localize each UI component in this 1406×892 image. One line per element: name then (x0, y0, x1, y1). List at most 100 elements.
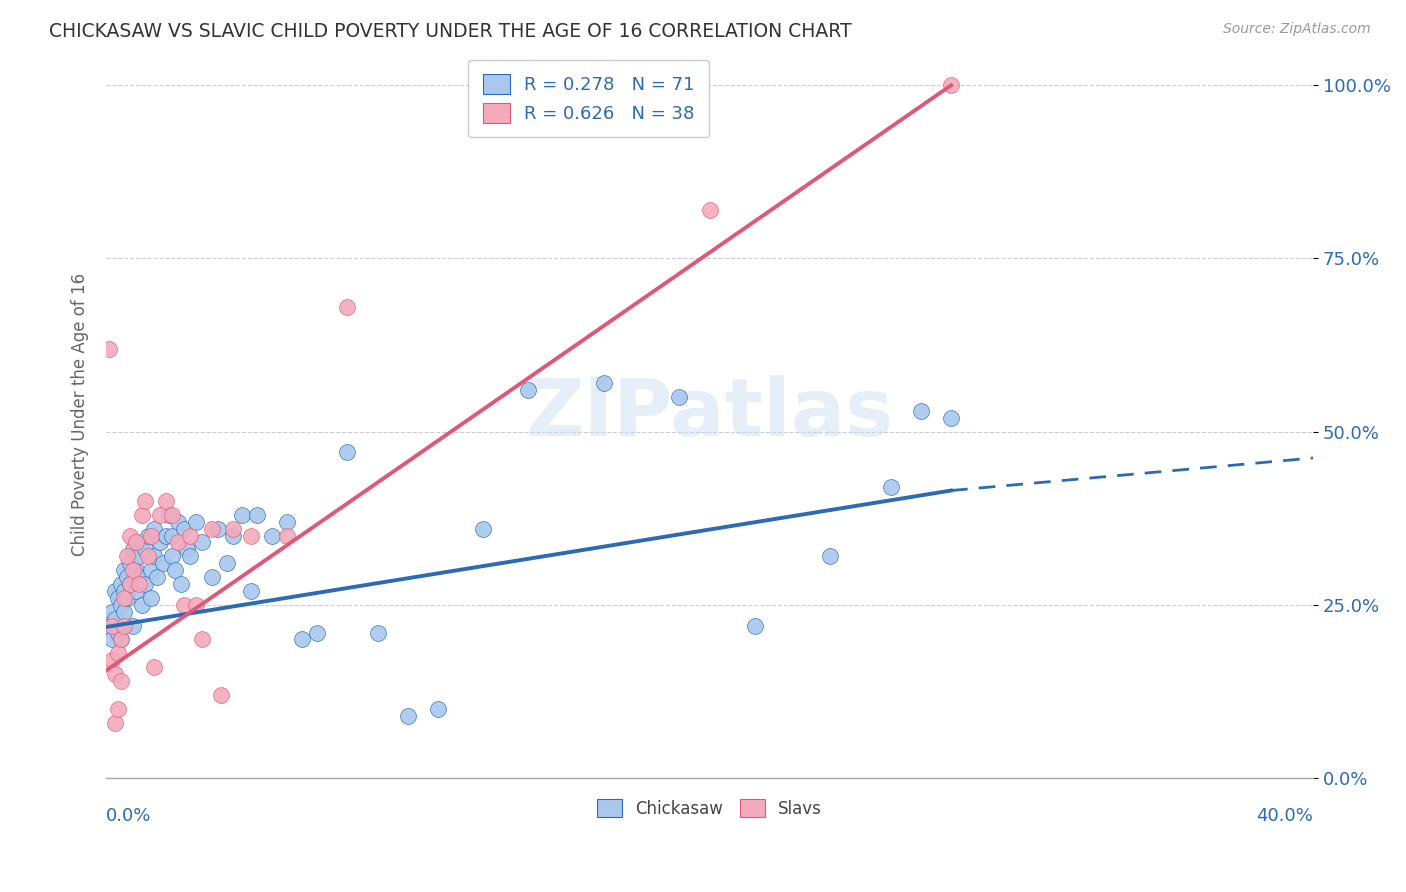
Point (179, 528, 201, 542)
Point (118, 556, 141, 570)
Point (336, 300, 359, 314)
Point (336, 445, 359, 459)
Point (149, 535, 172, 549)
Point (143, 660, 166, 674)
Point (125, 563, 148, 577)
Point (122, 542, 145, 557)
Point (155, 528, 177, 542)
Point (104, 612, 127, 626)
Point (97, 342, 120, 356)
Point (131, 598, 153, 612)
Point (118, 528, 141, 542)
Point (128, 577, 150, 591)
Point (162, 549, 184, 564)
Point (260, 528, 283, 542)
Point (367, 625, 389, 640)
Point (104, 715, 127, 730)
Point (143, 522, 166, 536)
Point (231, 508, 253, 522)
Point (115, 549, 138, 564)
Point (134, 542, 156, 557)
Point (128, 549, 150, 564)
Point (699, 202, 721, 217)
Point (426, 702, 449, 716)
Text: CHICKASAW VS SLAVIC CHILD POVERTY UNDER THE AGE OF 16 CORRELATION CHART: CHICKASAW VS SLAVIC CHILD POVERTY UNDER … (49, 22, 852, 41)
Point (276, 528, 298, 542)
Point (472, 522, 495, 536)
Text: 40.0%: 40.0% (1257, 807, 1313, 825)
Point (107, 625, 129, 640)
Point (101, 618, 124, 632)
Point (207, 522, 229, 536)
Point (307, 625, 329, 640)
Point (173, 598, 195, 612)
Point (110, 632, 132, 647)
Point (165, 563, 187, 577)
Point (141, 528, 163, 542)
Point (104, 667, 127, 681)
Point (112, 605, 135, 619)
Point (131, 535, 153, 549)
Point (176, 542, 198, 557)
Point (221, 528, 243, 542)
Point (162, 528, 184, 542)
Point (593, 376, 616, 391)
Point (112, 563, 135, 577)
Point (107, 591, 129, 605)
Point (107, 702, 129, 716)
Y-axis label: Child Poverty Under the Age of 16: Child Poverty Under the Age of 16 (72, 273, 89, 556)
Point (118, 577, 141, 591)
Point (112, 591, 135, 605)
Point (128, 570, 150, 584)
Point (246, 508, 269, 522)
Point (221, 522, 243, 536)
Text: ZIPatlas: ZIPatlas (526, 376, 894, 453)
Point (118, 577, 141, 591)
Point (125, 584, 148, 599)
Point (141, 591, 163, 605)
Point (396, 708, 419, 723)
Point (167, 535, 190, 549)
Point (517, 383, 540, 397)
Point (291, 632, 314, 647)
Point (276, 515, 298, 529)
Point (131, 508, 153, 522)
Point (115, 570, 138, 584)
Point (744, 618, 766, 632)
Point (820, 549, 842, 564)
Point (141, 563, 163, 577)
Point (200, 570, 222, 584)
Point (134, 494, 156, 508)
Point (101, 653, 124, 667)
Point (215, 556, 238, 570)
Text: 0.0%: 0.0% (105, 807, 152, 825)
Point (134, 577, 156, 591)
Point (122, 618, 145, 632)
Point (239, 528, 262, 542)
Point (209, 688, 232, 702)
Point (143, 549, 166, 564)
Point (107, 646, 129, 660)
Point (101, 632, 124, 647)
Point (112, 618, 135, 632)
Point (879, 480, 901, 494)
Point (101, 605, 124, 619)
Point (112, 584, 135, 599)
Point (155, 494, 177, 508)
Point (136, 528, 159, 542)
Point (157, 508, 180, 522)
Point (115, 591, 138, 605)
Point (939, 410, 962, 425)
Point (149, 508, 172, 522)
Point (910, 404, 932, 418)
Point (668, 390, 690, 404)
Point (97, 618, 120, 632)
Point (104, 584, 127, 599)
Point (186, 515, 208, 529)
Point (939, 78, 962, 93)
Point (173, 522, 195, 536)
Point (200, 522, 222, 536)
Point (191, 632, 214, 647)
Point (110, 577, 132, 591)
Point (186, 598, 208, 612)
